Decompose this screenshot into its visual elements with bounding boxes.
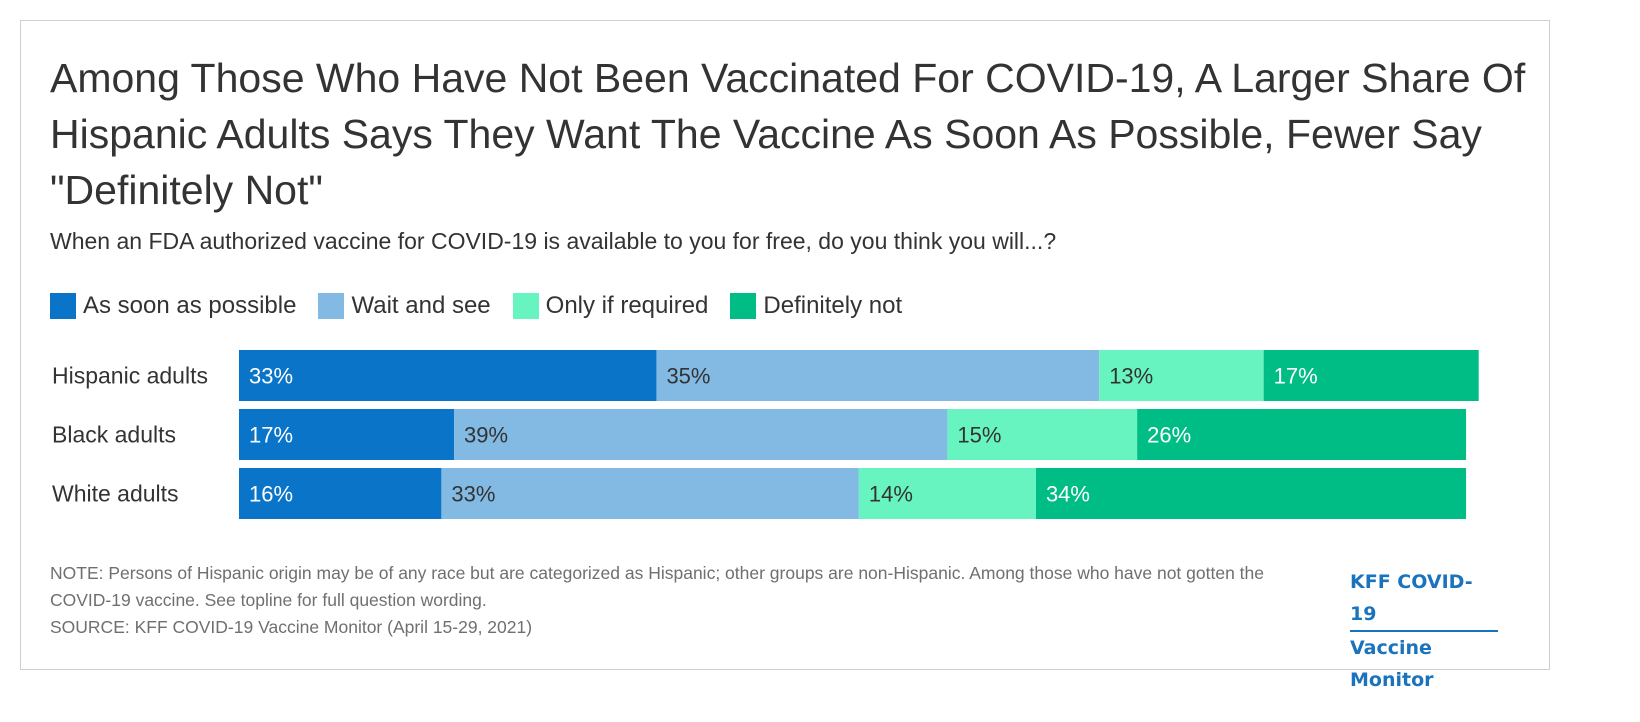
data-label-white-adults-as-soon-as-possible: 16%: [249, 482, 293, 507]
data-label-white-adults-only-if-required: 14%: [869, 482, 913, 507]
legend-label: Definitely not: [763, 292, 903, 319]
category-label-hispanic-adults: Hispanic adults: [52, 363, 208, 389]
legend-item-definitely-not: Definitely not: [730, 292, 902, 320]
source-text: SOURCE: KFF COVID-19 Vaccine Monitor (Ap…: [50, 617, 533, 637]
bar-hispanic-adults-as-soon-as-possible: [239, 350, 657, 401]
chart-title: Among Those Who Have Not Been Vaccinated…: [50, 55, 1526, 213]
data-label-hispanic-adults-wait-and-see: 35%: [666, 364, 710, 389]
bar-white-adults-as-soon-as-possible: [239, 468, 442, 519]
legend-label: Wait and see: [351, 292, 491, 319]
legend-label: As soon as possible: [83, 292, 297, 319]
kff-logo: KFF COVID-19 Vaccine Monitor: [1350, 566, 1518, 696]
chart-frame: [20, 20, 1550, 670]
bar-black-adults-only-if-required: [947, 409, 1138, 460]
bar-hispanic-adults-only-if-required: [1099, 350, 1264, 401]
bar-white-adults-wait-and-see: [441, 468, 859, 519]
logo-line-1: KFF COVID-19: [1350, 566, 1498, 632]
data-label-black-adults-only-if-required: 15%: [957, 423, 1001, 448]
category-label-white-adults: White adults: [52, 481, 179, 507]
bar-black-adults-definitely-not: [1137, 409, 1467, 460]
footnote: NOTE: Persons of Hispanic origin may be …: [50, 560, 1310, 641]
data-label-hispanic-adults-only-if-required: 13%: [1109, 364, 1153, 389]
legend-item-only-if-required: Only if required: [512, 292, 709, 320]
bar-white-adults-definitely-not: [1035, 468, 1467, 519]
data-label-black-adults-wait-and-see: 39%: [464, 423, 508, 448]
data-label-hispanic-adults-definitely-not: 17%: [1274, 364, 1318, 389]
logo-line-2: Vaccine Monitor: [1350, 637, 1434, 691]
legend-item-as-soon-as-possible: As soon as possible: [50, 292, 296, 320]
legend: As soon as possible Wait and see Only if…: [50, 292, 924, 320]
legend-swatch: [730, 293, 757, 319]
bar-black-adults-as-soon-as-possible: [239, 409, 455, 460]
bar-hispanic-adults-definitely-not: [1263, 350, 1479, 401]
legend-label: Only if required: [545, 292, 709, 319]
note-text: NOTE: Persons of Hispanic origin may be …: [50, 563, 1265, 610]
bar-white-adults-only-if-required: [858, 468, 1036, 519]
legend-swatch: [318, 293, 345, 319]
legend-item-wait-and-see: Wait and see: [318, 292, 491, 320]
data-label-white-adults-wait-and-see: 33%: [451, 482, 495, 507]
category-label-black-adults: Black adults: [52, 422, 176, 448]
chart-subtitle: When an FDA authorized vaccine for COVID…: [50, 228, 1057, 254]
data-label-black-adults-definitely-not: 26%: [1147, 423, 1191, 448]
data-label-black-adults-as-soon-as-possible: 17%: [249, 423, 293, 448]
bar-black-adults-wait-and-see: [454, 409, 948, 460]
data-label-white-adults-definitely-not: 34%: [1046, 482, 1090, 507]
bar-hispanic-adults-wait-and-see: [656, 350, 1100, 401]
legend-swatch: [512, 293, 539, 319]
legend-swatch: [50, 293, 76, 319]
data-label-hispanic-adults-as-soon-as-possible: 33%: [249, 364, 293, 389]
